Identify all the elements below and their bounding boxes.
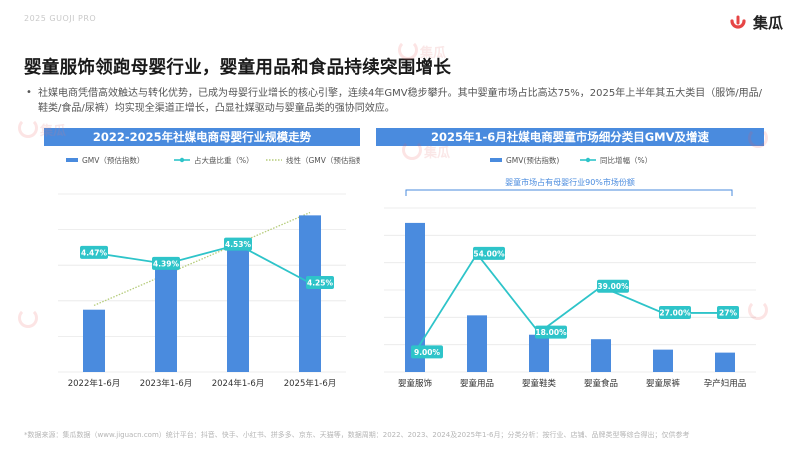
data-label-box [152,256,180,270]
x-tick-label: 2024年1-6月 [212,378,265,389]
data-label-box [306,276,334,289]
legend-label-gmv: GMV(预估指数) [506,155,559,165]
bar-gmv [405,222,425,372]
legend-label-growth: 同比增幅（%） [600,155,652,165]
legend-swatch-gmv [66,158,78,162]
category-gmv-title: 2025年1-6月社媒电商婴童市场细分类目GMV及增速 [376,128,764,146]
x-tick-label: 婴童用品 [460,378,494,389]
x-tick-label: 婴童鞋类 [522,378,557,389]
line-growth [414,252,725,353]
page-code: 2025 GUOJI PRO [24,14,97,23]
gmv-trend-panel: 2022-2025年社媒电商母婴行业规模走势 GMV（预估指数） 占大盘比重（%）… [44,128,360,392]
line-share [93,243,311,284]
data-label-box [80,245,108,259]
annotation-bracket [405,189,733,196]
data-label-share: 4.47% [81,248,108,257]
annotation-text: 婴童市场占有母婴行业90%市场份额 [505,177,635,187]
bar-gmv [653,349,673,372]
x-tick-label: 婴童尿裤 [646,378,681,389]
legend-marker-growth [585,157,591,163]
legend-marker-share [179,157,185,163]
category-gmv-panel: 2025年1-6月社媒电商婴童市场细分类目GMV及增速 GMV(预估指数) 同比增… [376,128,764,392]
data-label-growth: 27% [719,308,737,317]
data-label-share: 4.39% [153,259,180,268]
data-source-note: *数据来源：集瓜数据（www.jiguacn.com）统计平台：抖音、快手、小红… [24,431,690,439]
trendline [93,211,311,307]
watermark-logo-icon [18,308,38,328]
data-label-growth: 27.00% [659,308,691,317]
data-label-box [411,345,443,359]
x-tick-label: 孕产妇用品 [704,378,747,389]
data-label-box [535,325,567,339]
data-label-box [597,279,629,293]
watermark-logo-icon [748,300,768,320]
data-label-growth: 18.00% [535,328,567,337]
bar-gmv [299,215,321,372]
watermark-logo-icon [18,118,38,138]
data-label-growth: 39.00% [597,282,629,291]
watermark-text: 集瓜 [420,46,447,61]
legend-label-gmv: GMV（预估指数） [82,155,144,165]
data-label-box [473,246,505,260]
bar-gmv [591,339,611,372]
watermark-logo-icon [748,128,768,148]
gmv-trend-title: 2022-2025年社媒电商母婴行业规模走势 [44,128,360,146]
bar-gmv [715,352,735,372]
watermark-logo-icon [398,40,418,60]
page-title: 婴童服饰领跑母婴行业，婴童用品和食品持续突围增长 [24,58,452,78]
x-tick-label: 2022年1-6月 [68,378,121,389]
legend-label-share: 占大盘比重（%） [194,155,254,165]
x-tick-label: 婴童服饰 [398,378,433,389]
x-tick-label: 2023年1-6月 [140,378,193,389]
watermark-text: 集瓜 [40,124,67,139]
data-label-box [224,237,252,251]
bullet-marker: • [26,87,32,98]
data-label-share: 4.25% [307,279,334,288]
data-label-box [659,305,691,319]
data-label-growth: 54.00% [473,249,505,258]
bar-gmv [155,268,177,372]
data-label-share: 4.53% [225,240,252,249]
bar-gmv [83,309,105,372]
x-tick-label: 2025年1-6月 [284,378,337,389]
bar-gmv [467,315,487,372]
summary-text: 社媒电商凭借高效触达与转化优势，已成为母婴行业增长的核心引擎，连续4年GMV稳步… [38,88,762,114]
data-label-growth: 9.00% [414,348,441,357]
legend-label-trend: 线性（GMV（预估指数）） [286,155,360,165]
logo-text: 集瓜 [752,14,783,32]
legend-swatch-gmv [490,158,502,162]
watermark-logo-icon [402,140,422,160]
bar-gmv [227,242,249,372]
watermark-text: 集瓜 [424,146,451,161]
bar-gmv [529,334,549,372]
data-label-box [717,305,739,319]
x-tick-label: 婴童食品 [584,378,618,389]
logo-icon [730,15,746,29]
brand-logo: 集瓜 [728,12,783,33]
gmv-trend-chart: GMV（预估指数） 占大盘比重（%） 线性（GMV（预估指数）） 2022年1-6月 2… [58,155,360,389]
